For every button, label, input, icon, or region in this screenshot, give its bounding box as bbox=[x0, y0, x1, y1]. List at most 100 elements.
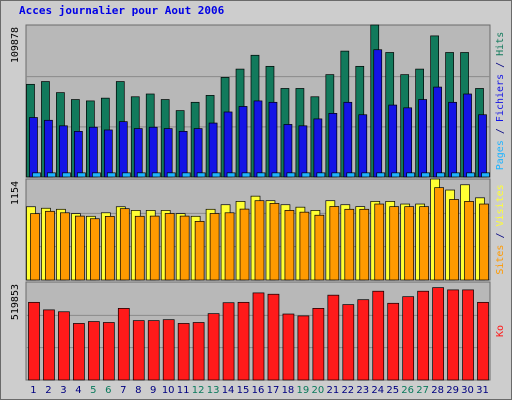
bar-kbytes-31 bbox=[477, 301, 489, 381]
bar-kbytes-19 bbox=[297, 315, 310, 381]
scale-max-label-2: 519853 bbox=[10, 284, 21, 320]
bar-kbytes-21 bbox=[327, 294, 340, 381]
x-tick-label-5: 5 bbox=[90, 385, 96, 396]
bar-sites-17 bbox=[269, 203, 280, 281]
bar-sites-10 bbox=[164, 213, 175, 281]
bar-kbytes-9 bbox=[147, 320, 160, 381]
bar-sites-6 bbox=[104, 216, 115, 281]
bar-files-22 bbox=[343, 101, 353, 178]
scale-max-label-0: 109878 bbox=[10, 27, 21, 63]
legend-part-2-0: Ko bbox=[495, 325, 506, 337]
legend-part-1-2: Visites bbox=[495, 184, 506, 226]
bar-files-8 bbox=[133, 128, 143, 178]
bar-files-4 bbox=[74, 130, 83, 178]
bar-sites-30 bbox=[464, 201, 474, 281]
bar-sites-19 bbox=[299, 211, 310, 281]
bar-kbytes-29 bbox=[447, 289, 459, 381]
bar-sites-18 bbox=[284, 210, 295, 281]
x-tick-label-16: 16 bbox=[252, 385, 265, 396]
bar-kbytes-7 bbox=[117, 308, 130, 381]
bar-files-7 bbox=[118, 121, 128, 178]
bar-pages-22 bbox=[346, 172, 356, 178]
bar-pages-6 bbox=[106, 172, 116, 178]
bar-pages-25 bbox=[391, 172, 401, 178]
bar-kbytes-13 bbox=[207, 313, 220, 381]
x-tick-label-29: 29 bbox=[446, 385, 459, 396]
bar-pages-11 bbox=[181, 172, 191, 178]
bar-sites-21 bbox=[329, 206, 340, 281]
bar-sites-28 bbox=[434, 187, 444, 281]
legend-label-0: Pages / Fichiers / Hits bbox=[495, 32, 506, 171]
bar-kbytes-10 bbox=[162, 319, 175, 381]
x-tick-label-13: 13 bbox=[207, 385, 220, 396]
bar-files-16 bbox=[253, 100, 263, 178]
bar-files-30 bbox=[463, 93, 472, 178]
bar-pages-10 bbox=[166, 172, 176, 178]
bar-sites-3 bbox=[60, 212, 70, 281]
bar-kbytes-6 bbox=[102, 322, 115, 381]
bar-sites-14 bbox=[224, 212, 235, 281]
legend-part-0-3: / bbox=[495, 56, 506, 74]
bar-files-9 bbox=[148, 126, 158, 178]
bar-sites-26 bbox=[404, 206, 415, 281]
x-tick-label-4: 4 bbox=[75, 385, 81, 396]
bar-kbytes-8 bbox=[132, 320, 145, 381]
legend-part-0-2: Fichiers bbox=[495, 74, 506, 122]
bar-sites-9 bbox=[149, 215, 160, 281]
x-tick-label-3: 3 bbox=[60, 385, 66, 396]
bar-pages-12 bbox=[196, 172, 206, 178]
bar-pages-3 bbox=[62, 172, 71, 178]
bar-pages-14 bbox=[226, 172, 236, 178]
legend-part-0-1: / bbox=[495, 122, 506, 140]
bar-files-1 bbox=[29, 117, 38, 178]
bar-kbytes-27 bbox=[417, 290, 429, 381]
legend-part-0-4: Hits bbox=[495, 32, 506, 56]
bar-files-26 bbox=[403, 107, 413, 178]
bar-kbytes-11 bbox=[177, 323, 190, 381]
bar-sites-4 bbox=[75, 215, 85, 281]
bar-kbytes-26 bbox=[402, 296, 415, 381]
bar-pages-16 bbox=[256, 172, 266, 178]
legend-part-1-1: / bbox=[495, 226, 506, 244]
legend-label-2: Ko bbox=[495, 325, 506, 337]
bar-kbytes-14 bbox=[222, 302, 235, 381]
scale-max-label-1: 1154 bbox=[10, 181, 21, 205]
bar-sites-2 bbox=[45, 210, 55, 281]
bar-files-21 bbox=[328, 113, 338, 178]
bar-files-19 bbox=[298, 125, 308, 178]
bar-pages-8 bbox=[136, 172, 146, 178]
bar-kbytes-20 bbox=[312, 308, 325, 381]
bar-sites-7 bbox=[119, 208, 130, 281]
bar-files-23 bbox=[358, 114, 368, 178]
bar-sites-27 bbox=[419, 206, 429, 281]
x-tick-label-1: 1 bbox=[30, 385, 36, 396]
x-tick-label-7: 7 bbox=[120, 385, 126, 396]
bar-pages-23 bbox=[361, 172, 371, 178]
bar-files-31 bbox=[478, 114, 487, 178]
bar-pages-13 bbox=[211, 172, 221, 178]
bar-kbytes-22 bbox=[342, 304, 355, 381]
legend-label-1: Sites / Visites bbox=[495, 184, 506, 274]
x-tick-label-31: 31 bbox=[476, 385, 489, 396]
chart-title: Acces journalier pour Aout 2006 bbox=[19, 4, 225, 17]
x-tick-label-12: 12 bbox=[192, 385, 205, 396]
bar-sites-22 bbox=[344, 208, 355, 281]
x-tick-label-23: 23 bbox=[356, 385, 369, 396]
bar-kbytes-3 bbox=[58, 311, 70, 381]
x-tick-label-6: 6 bbox=[105, 385, 111, 396]
x-tick-label-14: 14 bbox=[222, 385, 235, 396]
x-tick-label-10: 10 bbox=[162, 385, 175, 396]
bar-sites-15 bbox=[239, 208, 250, 281]
x-tick-label-25: 25 bbox=[386, 385, 399, 396]
bar-pages-27 bbox=[421, 172, 430, 178]
bar-sites-8 bbox=[134, 215, 145, 281]
x-tick-label-22: 22 bbox=[341, 385, 354, 396]
bar-sites-20 bbox=[314, 214, 325, 281]
bar-files-2 bbox=[44, 119, 53, 178]
bar-pages-7 bbox=[121, 172, 131, 178]
x-tick-label-8: 8 bbox=[135, 385, 141, 396]
bar-files-27 bbox=[418, 99, 427, 178]
bar-pages-20 bbox=[316, 172, 326, 178]
bar-kbytes-30 bbox=[462, 289, 474, 381]
